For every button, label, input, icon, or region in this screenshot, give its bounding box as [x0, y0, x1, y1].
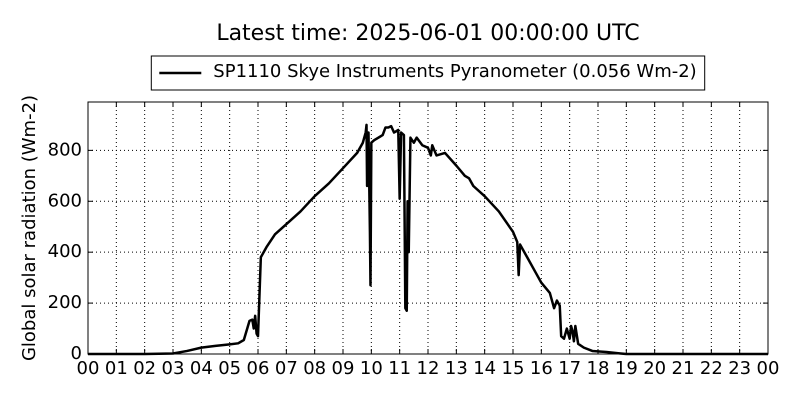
- x-tick-label: 00: [757, 358, 780, 379]
- y-tick-label: 600: [48, 190, 82, 211]
- x-tick-label: 15: [502, 358, 525, 379]
- legend-box: [150, 55, 706, 91]
- x-tick-label: 16: [530, 358, 553, 379]
- x-tick-label: 14: [473, 358, 496, 379]
- x-tick-label: 05: [218, 358, 241, 379]
- x-tick-label: 12: [417, 358, 440, 379]
- y-tick-label: 800: [48, 139, 82, 160]
- x-tick-label: 08: [303, 358, 326, 379]
- x-tick-label: 11: [388, 358, 411, 379]
- y-tick-label: 200: [48, 292, 82, 313]
- x-tick-label: 07: [275, 358, 298, 379]
- plot-frame: [87, 101, 769, 355]
- x-tick-label: 10: [360, 358, 383, 379]
- x-tick-label: 00: [77, 358, 100, 379]
- y-axis-label: Global solar radiation (Wm-2): [19, 95, 40, 361]
- y-tick-label: 0: [71, 343, 82, 364]
- x-tick-label: 17: [558, 358, 581, 379]
- legend-label: SP1110 Skye Instruments Pyranometer (0.0…: [213, 61, 696, 82]
- x-tick-label: 13: [445, 358, 468, 379]
- x-tick-label: 23: [728, 358, 751, 379]
- x-tick-label: 09: [332, 358, 355, 379]
- x-tick-label: 01: [105, 358, 128, 379]
- chart-title: Latest time: 2025-06-01 00:00:00 UTC: [216, 21, 639, 46]
- x-tick-label: 22: [700, 358, 723, 379]
- x-tick-label: 04: [190, 358, 213, 379]
- x-tick-label: 19: [615, 358, 638, 379]
- x-tick-label: 06: [247, 358, 270, 379]
- x-tick-label: 02: [133, 358, 156, 379]
- x-tick-label: 21: [672, 358, 695, 379]
- x-tick-label: 20: [643, 358, 666, 379]
- x-tick-label: 03: [162, 358, 185, 379]
- y-tick-label: 400: [48, 241, 82, 262]
- x-tick-label: 18: [587, 358, 610, 379]
- line: [88, 123, 768, 356]
